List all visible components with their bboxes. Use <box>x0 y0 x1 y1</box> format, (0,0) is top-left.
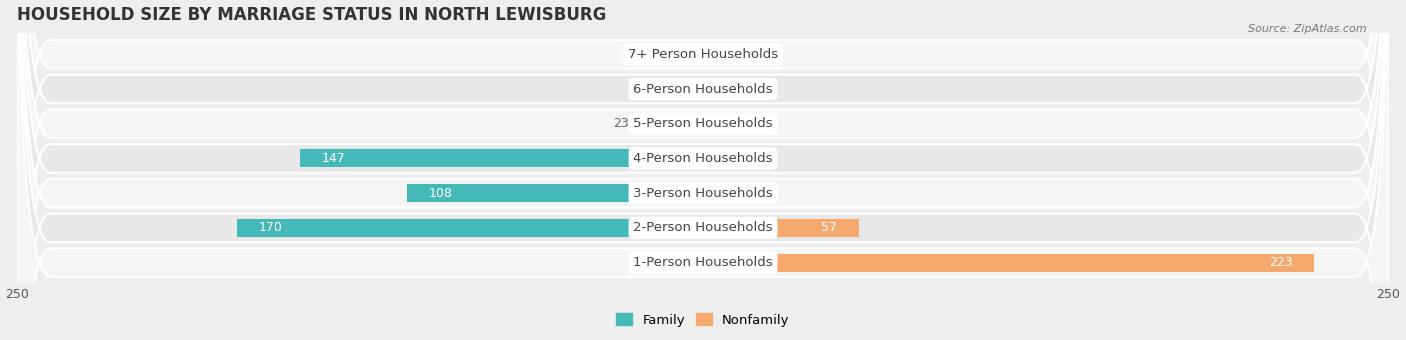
Text: Source: ZipAtlas.com: Source: ZipAtlas.com <box>1249 24 1367 34</box>
Bar <box>640 115 703 133</box>
Text: 5-Person Households: 5-Person Households <box>633 117 773 130</box>
FancyBboxPatch shape <box>17 0 1389 340</box>
Text: 6-Person Households: 6-Person Households <box>633 83 773 96</box>
Text: 170: 170 <box>259 221 283 234</box>
Text: 15: 15 <box>636 83 651 96</box>
Text: 0: 0 <box>685 256 692 269</box>
Bar <box>703 219 859 237</box>
Bar <box>406 184 703 202</box>
FancyBboxPatch shape <box>17 0 1389 340</box>
Bar <box>236 219 703 237</box>
Text: 0: 0 <box>714 152 721 165</box>
FancyBboxPatch shape <box>17 0 1389 340</box>
Text: 3-Person Households: 3-Person Households <box>633 187 773 200</box>
Text: 0: 0 <box>714 187 721 200</box>
Legend: Family, Nonfamily: Family, Nonfamily <box>612 308 794 332</box>
Bar <box>703 254 1315 272</box>
Text: 0: 0 <box>714 48 721 61</box>
FancyBboxPatch shape <box>17 0 1389 340</box>
Text: 0: 0 <box>714 117 721 130</box>
Bar <box>697 45 703 63</box>
Text: 23: 23 <box>613 117 628 130</box>
Text: 108: 108 <box>429 187 453 200</box>
Text: 1-Person Households: 1-Person Households <box>633 256 773 269</box>
Text: 2-Person Households: 2-Person Households <box>633 221 773 234</box>
Text: 4-Person Households: 4-Person Households <box>633 152 773 165</box>
Text: 147: 147 <box>322 152 346 165</box>
FancyBboxPatch shape <box>17 0 1389 340</box>
Text: HOUSEHOLD SIZE BY MARRIAGE STATUS IN NORTH LEWISBURG: HOUSEHOLD SIZE BY MARRIAGE STATUS IN NOR… <box>17 5 607 23</box>
Text: 2: 2 <box>679 48 686 61</box>
Text: 223: 223 <box>1268 256 1292 269</box>
FancyBboxPatch shape <box>17 0 1389 340</box>
Text: 57: 57 <box>821 221 838 234</box>
Bar <box>299 149 703 168</box>
Text: 0: 0 <box>714 83 721 96</box>
Text: 7+ Person Households: 7+ Person Households <box>628 48 778 61</box>
Bar <box>662 80 703 98</box>
FancyBboxPatch shape <box>17 0 1389 340</box>
